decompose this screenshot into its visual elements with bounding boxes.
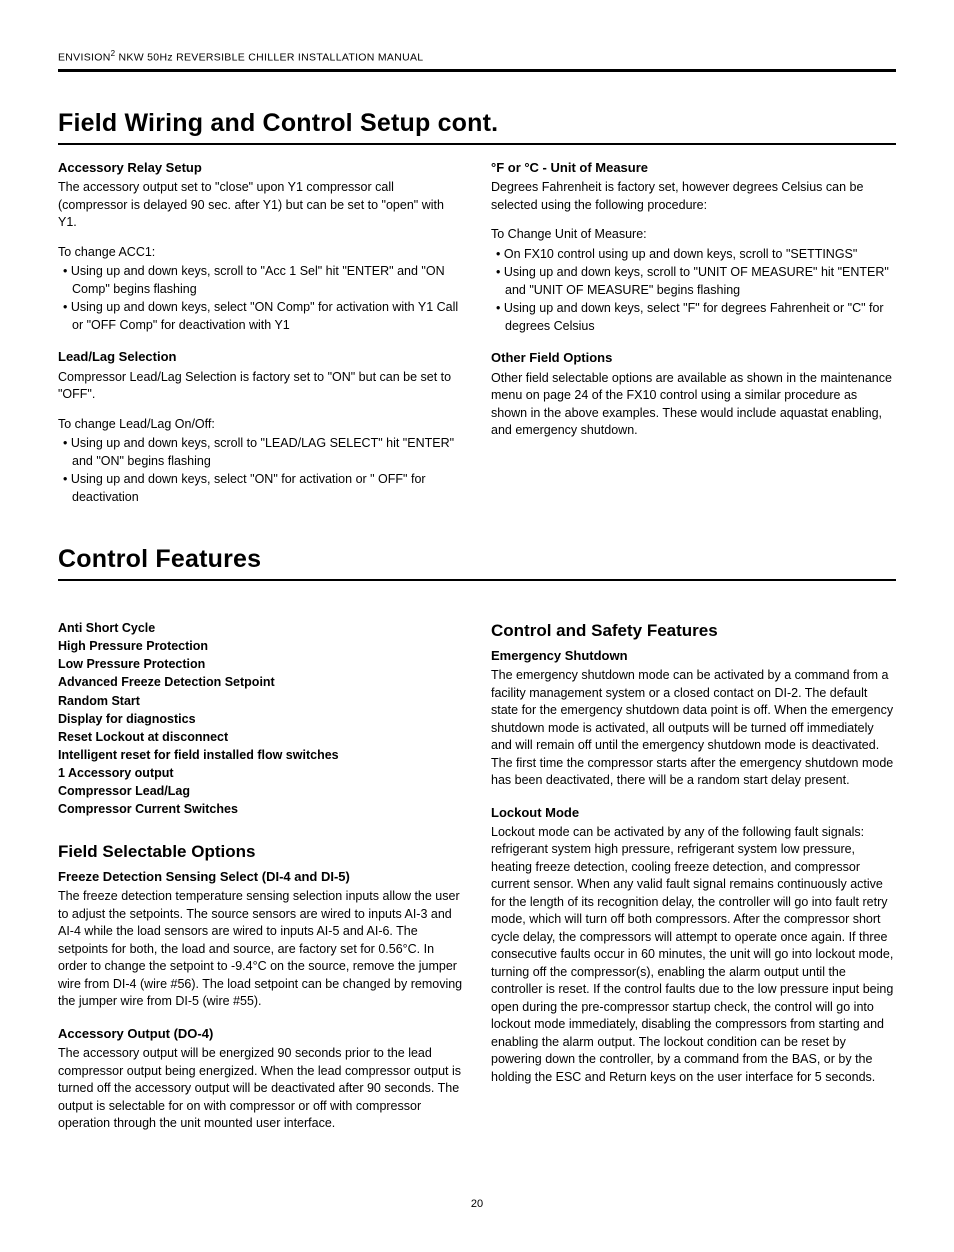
lockout-mode-p: Lockout mode can be activated by any of … <box>491 824 896 1087</box>
other-options-p: Other field selectable options are avail… <box>491 370 896 440</box>
feature-item: 1 Accessory output <box>58 764 463 782</box>
leadlag-list: Using up and down keys, scroll to "LEAD/… <box>58 435 463 506</box>
list-item: Using up and down keys, select "F" for d… <box>491 300 896 335</box>
accessory-output-p: The accessory output will be energized 9… <box>58 1045 463 1133</box>
list-item: Using up and down keys, scroll to "Acc 1… <box>58 263 463 298</box>
header-rule <box>58 69 896 72</box>
feature-item: Low Pressure Protection <box>58 655 463 673</box>
safety-features-heading: Control and Safety Features <box>491 619 896 643</box>
feature-item: Compressor Lead/Lag <box>58 782 463 800</box>
field-options-heading: Field Selectable Options <box>58 840 463 864</box>
emergency-shutdown-p: The emergency shutdown mode can be activ… <box>491 667 896 790</box>
accessory-relay-list: Using up and down keys, scroll to "Acc 1… <box>58 263 463 334</box>
accessory-relay-heading: Accessory Relay Setup <box>58 159 463 177</box>
feature-item: Compressor Current Switches <box>58 800 463 818</box>
section1-right-col: °F or °C - Unit of Measure Degrees Fahre… <box>491 159 896 512</box>
section2-title: Control Features <box>58 542 896 581</box>
feature-item: Intelligent reset for field installed fl… <box>58 746 463 764</box>
leadlag-p2: To change Lead/Lag On/Off: <box>58 416 463 434</box>
section1-title: Field Wiring and Control Setup cont. <box>58 106 896 145</box>
feature-item: Display for diagnostics <box>58 710 463 728</box>
unit-measure-heading: °F or °C - Unit of Measure <box>491 159 896 177</box>
header-rest: NKW 50Hz REVERSIBLE CHILLER INSTALLATION… <box>115 52 423 64</box>
feature-item: High Pressure Protection <box>58 637 463 655</box>
feature-list: Anti Short Cycle High Pressure Protectio… <box>58 619 463 818</box>
feature-item: Anti Short Cycle <box>58 619 463 637</box>
unit-measure-p2: To Change Unit of Measure: <box>491 226 896 244</box>
feature-item: Advanced Freeze Detection Setpoint <box>58 673 463 691</box>
section2-left-col: Anti Short Cycle High Pressure Protectio… <box>58 595 463 1137</box>
list-item: Using up and down keys, select "ON Comp"… <box>58 299 463 334</box>
section2-columns: Anti Short Cycle High Pressure Protectio… <box>58 595 896 1137</box>
feature-item: Reset Lockout at disconnect <box>58 728 463 746</box>
lockout-mode-heading: Lockout Mode <box>491 804 896 822</box>
leadlag-heading: Lead/Lag Selection <box>58 348 463 366</box>
feature-item: Random Start <box>58 692 463 710</box>
list-item: On FX10 control using up and down keys, … <box>491 246 896 264</box>
unit-measure-list: On FX10 control using up and down keys, … <box>491 246 896 336</box>
accessory-relay-p1: The accessory output set to "close" upon… <box>58 179 463 232</box>
list-item: Using up and down keys, select "ON" for … <box>58 471 463 506</box>
list-item: Using up and down keys, scroll to "LEAD/… <box>58 435 463 470</box>
section2-right-col: Control and Safety Features Emergency Sh… <box>491 595 896 1137</box>
freeze-detection-heading: Freeze Detection Sensing Select (DI-4 an… <box>58 868 463 886</box>
section1-left-col: Accessory Relay Setup The accessory outp… <box>58 159 463 512</box>
header-brand: ENVISION <box>58 52 111 64</box>
other-options-heading: Other Field Options <box>491 349 896 367</box>
page-number: 20 <box>58 1197 896 1212</box>
unit-measure-p1: Degrees Fahrenheit is factory set, howev… <box>491 179 896 214</box>
accessory-output-heading: Accessory Output (DO-4) <box>58 1025 463 1043</box>
accessory-relay-p2: To change ACC1: <box>58 244 463 262</box>
emergency-shutdown-heading: Emergency Shutdown <box>491 647 896 665</box>
section1-columns: Accessory Relay Setup The accessory outp… <box>58 159 896 512</box>
leadlag-p1: Compressor Lead/Lag Selection is factory… <box>58 369 463 404</box>
freeze-detection-p: The freeze detection temperature sensing… <box>58 888 463 1011</box>
list-item: Using up and down keys, scroll to "UNIT … <box>491 264 896 299</box>
document-header: ENVISION2 NKW 50Hz REVERSIBLE CHILLER IN… <box>58 48 896 65</box>
